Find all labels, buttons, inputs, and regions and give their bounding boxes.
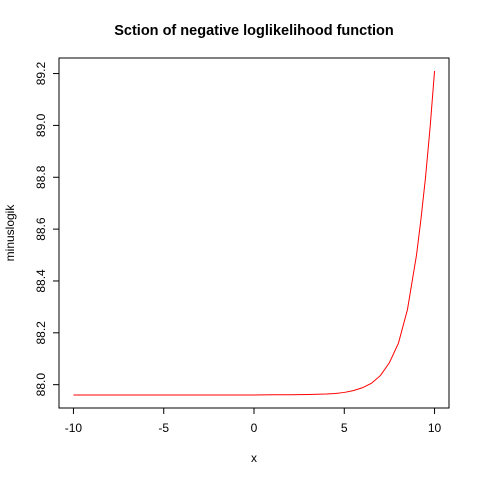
y-tick-label: 88.4: [34, 269, 48, 293]
x-tick-label: -10: [65, 421, 83, 435]
y-axis: 88.0 88.2 88.4 88.6 88.8 89.0 89.2: [34, 62, 60, 397]
series-layer: [73, 70, 436, 396]
y-tick-label: 89.2: [34, 62, 48, 86]
y-tick-label: 88.8: [34, 165, 48, 189]
chart-title: Sction of negative loglikelihood functio…: [114, 23, 394, 39]
plot-frame: [58, 57, 450, 409]
x-tick-label: 0: [251, 421, 258, 435]
x-tick-label: 5: [341, 421, 348, 435]
x-axis-label: x: [251, 451, 257, 465]
y-axis-label: minuslogik: [3, 204, 17, 262]
x-tick-label: -5: [158, 421, 169, 435]
x-axis: -10 -5 0 5 10: [65, 407, 442, 435]
y-tick-label: 89.0: [34, 113, 48, 137]
y-tick-label: 88.0: [34, 373, 48, 397]
y-tick-label: 88.2: [34, 321, 48, 345]
x-tick-label: 10: [428, 421, 442, 435]
y-tick-label: 88.6: [34, 217, 48, 241]
series-line: [73, 70, 436, 396]
